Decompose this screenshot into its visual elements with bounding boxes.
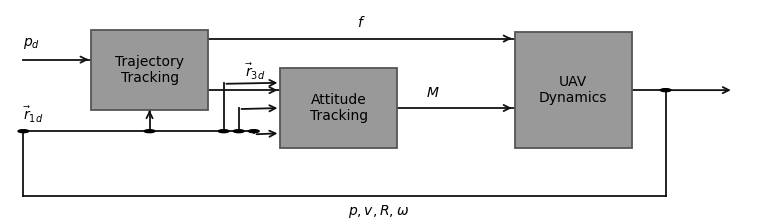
FancyBboxPatch shape <box>280 68 397 148</box>
Text: $f$: $f$ <box>357 15 366 30</box>
FancyBboxPatch shape <box>92 30 208 110</box>
Text: Trajectory
Tracking: Trajectory Tracking <box>115 55 185 85</box>
Text: $p_d$: $p_d$ <box>23 36 40 51</box>
Text: UAV
Dynamics: UAV Dynamics <box>539 75 607 105</box>
Text: $\vec{r}_{3d}$: $\vec{r}_{3d}$ <box>245 62 265 82</box>
FancyBboxPatch shape <box>515 32 631 148</box>
Circle shape <box>248 130 259 133</box>
Circle shape <box>660 89 671 92</box>
Text: $M$: $M$ <box>426 86 440 100</box>
Text: $\vec{r}_{1d}$: $\vec{r}_{1d}$ <box>23 105 44 125</box>
Text: $p, v, R, \omega$: $p, v, R, \omega$ <box>348 203 409 220</box>
Circle shape <box>233 130 244 133</box>
Circle shape <box>18 130 29 133</box>
Text: Attitude
Tracking: Attitude Tracking <box>310 93 368 123</box>
Circle shape <box>218 130 229 133</box>
Circle shape <box>145 130 155 133</box>
